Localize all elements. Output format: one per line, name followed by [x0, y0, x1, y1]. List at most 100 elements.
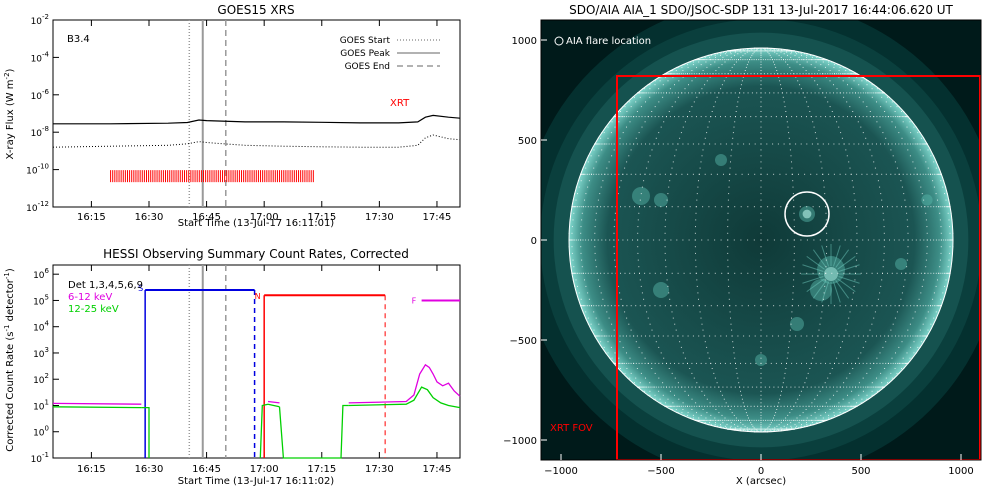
grid-dot: [682, 143, 684, 145]
grid-dot: [829, 362, 831, 364]
grid-dot: [885, 173, 887, 175]
grid-dot: [676, 239, 678, 241]
grid-dot: [829, 372, 831, 374]
grid-dot: [891, 377, 893, 379]
grid-dot: [704, 305, 706, 307]
grid-dot: [740, 272, 742, 274]
grid-dot: [724, 61, 726, 63]
grid-dot: [849, 311, 851, 313]
grid-dot: [788, 341, 790, 343]
grid-dot: [582, 173, 584, 175]
grid-dot: [598, 155, 600, 157]
aia-xtick-label: −500: [647, 466, 674, 477]
coronal-loop: [821, 245, 830, 267]
grid-dot: [684, 121, 686, 123]
grid-dot: [810, 305, 812, 307]
grid-dot: [810, 419, 812, 421]
grid-dot: [668, 92, 670, 94]
grid-dot: [681, 412, 683, 414]
grid-dot: [574, 272, 576, 274]
grid-dot: [925, 317, 927, 319]
grid-dot: [760, 143, 762, 145]
grid-dot: [896, 272, 898, 274]
grid-dot: [777, 143, 779, 145]
grid-dot: [905, 362, 907, 364]
grid-dot: [702, 386, 704, 388]
grid-dot: [720, 116, 721, 118]
grid-dot: [723, 59, 725, 61]
grid-dot: [706, 412, 708, 414]
grid-dot: [829, 106, 831, 108]
grid-dot: [607, 305, 609, 307]
grid-dot: [773, 173, 775, 175]
grid-dot: [942, 186, 944, 188]
grid-dot: [797, 419, 799, 421]
grid-dot: [915, 239, 917, 241]
grid-dot: [639, 382, 641, 384]
grid-dot: [658, 377, 660, 379]
grid-dot: [921, 335, 923, 337]
goes-ytick-label: 10-8: [31, 125, 49, 139]
grid-dot: [783, 49, 785, 51]
grid-dot: [925, 305, 927, 307]
grid-dot: [775, 50, 777, 52]
count-rate-green-line: [267, 403, 280, 408]
grid-dot: [584, 199, 585, 201]
grid-dot: [688, 394, 689, 396]
grid-dot: [948, 272, 950, 274]
grid-dot: [885, 116, 887, 118]
coronal-loop: [832, 245, 841, 267]
grid-dot: [807, 106, 809, 108]
grid-dot: [882, 132, 884, 134]
grid-dot: [674, 405, 676, 407]
grid-dot: [742, 402, 744, 404]
grid-dot: [866, 272, 868, 274]
grid-dot: [800, 239, 802, 241]
grid-dot: [654, 394, 656, 396]
grid-dot: [633, 335, 635, 337]
grid-dot: [907, 252, 909, 254]
grid-dot: [640, 285, 642, 287]
grid-dot: [736, 50, 738, 52]
grid-dot: [729, 51, 731, 53]
grid-dot: [876, 92, 878, 94]
grid-dot: [759, 50, 761, 52]
grid-dot: [799, 206, 801, 208]
grid-dot: [704, 394, 706, 396]
grid-dot: [620, 116, 622, 118]
grid-dot: [600, 341, 602, 343]
grid-dot: [575, 239, 577, 241]
grid-dot: [606, 311, 608, 313]
grid-dot: [672, 76, 674, 78]
grid-dot: [828, 64, 830, 66]
grid-dot: [909, 206, 911, 208]
hessi-legend-item: 12-25 keV: [68, 304, 119, 315]
grid-dot: [741, 50, 743, 52]
grid-dot: [818, 70, 820, 71]
grid-dot: [731, 149, 733, 151]
grid-dot: [658, 386, 660, 388]
grid-dot: [639, 272, 640, 274]
grid-dot: [672, 335, 674, 337]
grid-dot: [744, 59, 746, 61]
grid-dot: [666, 405, 668, 407]
grid-dot: [814, 419, 816, 421]
grid-dot: [871, 84, 873, 86]
grid-dot: [671, 272, 673, 274]
grid-dot: [760, 76, 762, 78]
grid-dot: [822, 405, 824, 407]
grid-dot: [855, 212, 857, 214]
grid-dot: [828, 335, 830, 337]
grid-dot: [629, 357, 631, 359]
grid-dot: [775, 428, 777, 430]
grid-dot: [710, 64, 712, 66]
grid-dot: [695, 212, 697, 214]
grid-dot: [853, 80, 855, 82]
grid-dot: [649, 96, 651, 98]
grid-dot: [688, 92, 689, 94]
grid-dot: [852, 186, 854, 188]
grid-dot: [663, 92, 665, 94]
goes-xtick-label: 17:00: [250, 212, 279, 223]
grid-dot: [641, 126, 643, 128]
